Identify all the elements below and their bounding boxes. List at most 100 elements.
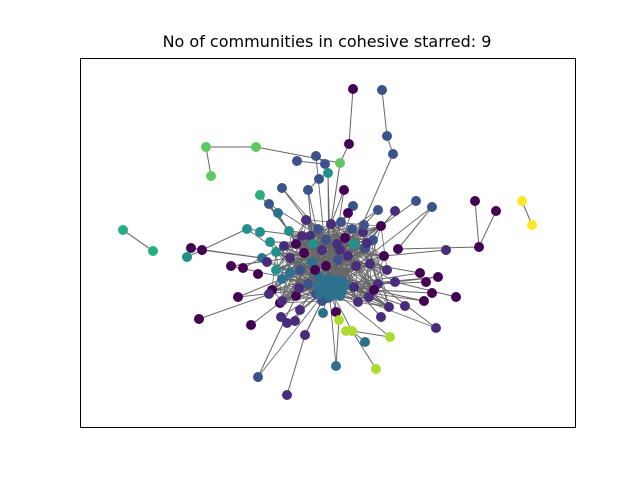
graph-edge (279, 300, 323, 304)
graph-edge (351, 330, 391, 338)
graph-node (390, 206, 400, 216)
graph-edge (198, 293, 271, 320)
graph-node (305, 231, 315, 241)
graph-node (390, 277, 400, 287)
graph-node (273, 208, 283, 218)
graph-node (369, 285, 379, 295)
graph-node (339, 185, 349, 195)
graph-node (186, 243, 196, 253)
graph-edge (343, 281, 375, 291)
graph-node (303, 279, 313, 289)
graph-node (431, 323, 441, 333)
graph-node (182, 252, 192, 262)
graph-node (321, 235, 331, 245)
graph-node (331, 361, 341, 371)
graph-node (321, 261, 331, 271)
graph-node (347, 326, 357, 336)
graph-node (291, 291, 301, 301)
graph-edge (337, 259, 388, 271)
graph-node (336, 217, 346, 227)
graph-node (400, 301, 410, 311)
graph-node (359, 220, 369, 230)
graph-node (362, 238, 372, 248)
graph-node (427, 288, 437, 298)
graph-edge (186, 228, 248, 258)
graph-node (262, 257, 272, 267)
graph-edge (330, 189, 345, 225)
graph-node (246, 320, 256, 330)
graph-node (343, 208, 353, 218)
graph-node (323, 168, 333, 178)
graph-node (233, 292, 243, 302)
graph-edge (397, 206, 433, 250)
graph-node (299, 248, 309, 258)
graph-node (285, 253, 295, 263)
graph-edge (335, 319, 340, 367)
graph-edge (380, 225, 388, 271)
graph-node (339, 281, 349, 291)
graph-edge (397, 246, 480, 250)
graph-node (314, 174, 324, 184)
graph-node (379, 251, 389, 261)
graph-node (308, 239, 318, 249)
graph-edge (381, 89, 388, 137)
graph-node (348, 201, 358, 211)
graph-node (364, 292, 374, 302)
graph-edge (201, 249, 263, 259)
graph-node (333, 255, 343, 265)
graph-edge (478, 210, 497, 248)
graph-edge (281, 187, 307, 221)
graph-node (382, 131, 392, 141)
graph-node (148, 246, 158, 256)
graph-node (347, 224, 357, 234)
graph-node (294, 283, 304, 293)
graph-edge (348, 88, 354, 145)
graph-node (290, 316, 300, 326)
graph-node (331, 307, 341, 317)
graph-node (385, 332, 395, 342)
graph-edge (237, 278, 283, 298)
graph-node (351, 261, 361, 271)
graph-node (253, 269, 263, 279)
graph-node (340, 233, 350, 243)
graph-node (365, 259, 375, 269)
graph-node (335, 245, 345, 255)
graph-node (295, 265, 305, 275)
graph-node (242, 224, 252, 234)
graph-node (527, 220, 537, 230)
graph-node (311, 151, 321, 161)
graph-node (325, 292, 335, 302)
graph-edge (474, 200, 480, 248)
graph-node (335, 291, 345, 301)
graph-node (517, 196, 527, 206)
graph-node (265, 237, 275, 247)
graph-node (335, 158, 345, 168)
graph-node (264, 289, 274, 299)
graph-node (451, 292, 461, 302)
graph-node (226, 261, 236, 271)
graph-node (327, 284, 337, 294)
graph-node (323, 274, 333, 284)
graph-node (360, 337, 370, 347)
graph-node (291, 239, 301, 249)
graph-node (285, 268, 295, 278)
figure-title: No of communities in cohesive starred: 9 (162, 32, 492, 51)
graph-node (415, 268, 425, 278)
graph-node (303, 185, 313, 195)
graph-node (419, 296, 429, 306)
graph-node (264, 199, 274, 209)
graph-node (393, 244, 403, 254)
graph-node (427, 202, 437, 212)
graph-node (376, 221, 386, 231)
graph-node (331, 275, 341, 285)
graph-node (441, 245, 451, 255)
graph-node (251, 142, 261, 152)
graph-edge (394, 281, 457, 298)
graph-node (194, 314, 204, 324)
graph-edge (327, 172, 331, 244)
graph-node (282, 390, 292, 400)
graph-node (349, 239, 359, 249)
graph-node (307, 257, 317, 267)
graph-node (348, 84, 358, 94)
graph-edge (279, 252, 305, 304)
